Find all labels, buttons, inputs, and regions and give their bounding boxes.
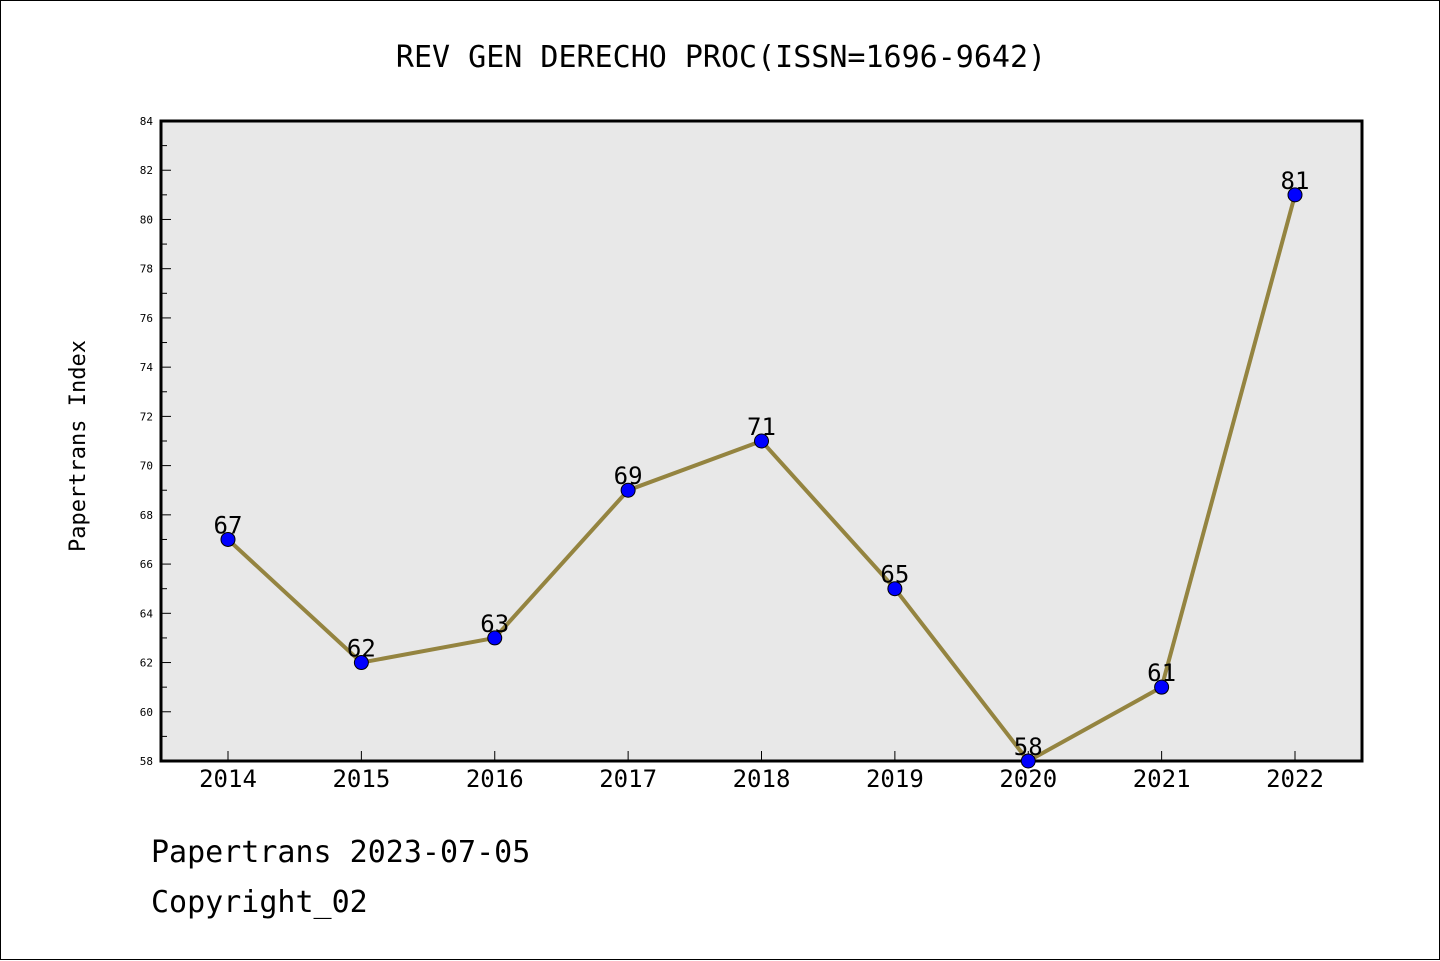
y-tick-label: 72: [140, 410, 153, 423]
footer-date-text: Papertrans 2023-07-05: [151, 835, 531, 870]
x-tick-label: 2017: [599, 765, 657, 793]
y-tick-label: 60: [140, 706, 153, 719]
x-tick-label: 2016: [466, 765, 524, 793]
x-tick-label: 2014: [199, 765, 257, 793]
y-tick-label: 76: [140, 312, 153, 325]
data-point: [353, 655, 369, 671]
x-axis-ticks: 2014 2015 2016 2017 2018 2019 2020 2021 2022: [199, 751, 1324, 793]
y-tick-label: 66: [140, 558, 153, 571]
y-axis-ticks: 58 60 62 64 66 68 70 72 74 76 78 80 82 84: [140, 115, 171, 768]
data-labels: 67 62 63 69 71 65 58 61 81: [214, 167, 1310, 761]
y-tick-label: 64: [140, 607, 154, 620]
data-markers: [220, 187, 1303, 769]
data-point: [1020, 753, 1036, 769]
chart-title: REV GEN DERECHO PROC(ISSN=1696-9642): [396, 40, 1046, 75]
y-tick-label: 58: [140, 755, 153, 768]
data-label: 67: [214, 511, 243, 539]
data-label: 58: [1014, 733, 1043, 761]
data-point: [1154, 679, 1170, 695]
data-label: 61: [1147, 659, 1176, 687]
y-tick-label: 62: [140, 657, 153, 670]
y-tick-label: 74: [140, 361, 154, 374]
y-tick-label: 78: [140, 263, 153, 276]
data-label: 65: [880, 561, 909, 589]
x-tick-label: 2020: [999, 765, 1057, 793]
x-tick-label: 2015: [332, 765, 390, 793]
data-point: [620, 482, 636, 498]
y-tick-label: 68: [140, 509, 153, 522]
y-axis-label: Papertrans Index: [66, 340, 91, 552]
x-tick-label: 2021: [1133, 765, 1191, 793]
y-tick-label: 82: [140, 164, 153, 177]
y-tick-label: 84: [140, 115, 154, 128]
x-tick-label: 2022: [1266, 765, 1324, 793]
data-label: 62: [347, 635, 376, 663]
x-tick-label: 2019: [866, 765, 924, 793]
data-label: 71: [747, 413, 776, 441]
data-label: 81: [1281, 167, 1310, 195]
data-label: 69: [614, 462, 643, 490]
data-label: 63: [480, 610, 509, 638]
y-tick-label: 70: [140, 460, 153, 473]
data-point: [754, 433, 769, 449]
data-point: [487, 630, 503, 646]
y-tick-label: 80: [140, 213, 153, 226]
data-point: [887, 581, 903, 597]
footer-copyright-text: Copyright_02: [151, 885, 368, 920]
data-point: [1287, 187, 1303, 203]
x-tick-label: 2018: [733, 765, 791, 793]
data-point: [220, 531, 236, 547]
